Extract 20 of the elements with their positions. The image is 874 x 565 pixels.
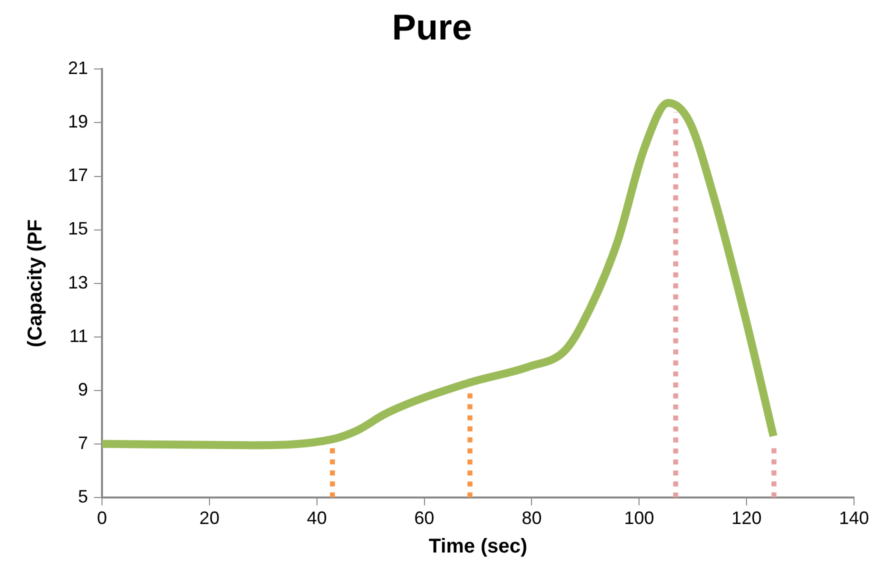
y-tick-label: 9	[78, 379, 88, 400]
y-tick-label: 21	[68, 58, 88, 78]
y-tick-label: 17	[68, 165, 88, 186]
y-tick-label: 11	[69, 326, 88, 346]
y-tick-label: 15	[68, 218, 88, 239]
x-tick-label: 20	[199, 508, 220, 528]
x-tick-label: 0	[97, 508, 108, 528]
x-tick-label: 140	[838, 508, 870, 528]
x-tick-label: 100	[624, 508, 654, 528]
chart-title: Pure	[392, 6, 472, 48]
x-axis-title: Time (sec)	[428, 536, 528, 558]
x-tick-label: 120	[732, 508, 762, 528]
x-tick-label: 40	[306, 508, 327, 528]
y-tick-label: 7	[78, 432, 88, 453]
y-tick-label: 5	[78, 486, 88, 506]
y-axis-title: (Capacity (PF	[24, 219, 47, 348]
x-tick-label: 80	[522, 508, 542, 528]
x-tick-label: 60	[414, 508, 434, 528]
y-tick-label: 19	[68, 112, 88, 132]
y-tick-label: 13	[68, 272, 88, 292]
